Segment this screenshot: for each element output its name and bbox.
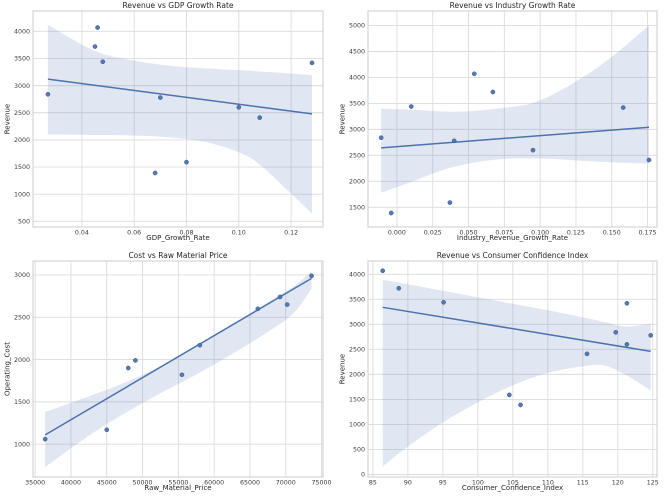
- svg-text:110: 110: [542, 480, 554, 487]
- svg-text:3500: 3500: [349, 296, 365, 303]
- svg-text:50000: 50000: [133, 480, 153, 487]
- svg-text:1000: 1000: [14, 191, 30, 198]
- svg-text:45000: 45000: [97, 480, 117, 487]
- svg-text:500: 500: [353, 447, 365, 454]
- svg-text:125: 125: [647, 480, 659, 487]
- x-axis-label: Industry_Revenue_Growth_Rate: [456, 234, 569, 242]
- svg-text:0.050: 0.050: [460, 230, 478, 237]
- svg-text:0.08: 0.08: [179, 230, 193, 237]
- svg-text:1000: 1000: [349, 422, 365, 429]
- svg-text:90: 90: [404, 480, 412, 487]
- svg-text:1500: 1500: [349, 397, 365, 404]
- y-axis-label: Revenue: [3, 103, 12, 135]
- svg-text:3000: 3000: [14, 272, 30, 279]
- svg-text:3000: 3000: [349, 127, 365, 134]
- subplot-cost-vs-raw-material-price: 35000 40000 45000 50000 55000 60000 65000 70000…: [0, 250, 335, 500]
- svg-text:2000: 2000: [14, 357, 30, 364]
- svg-text:500: 500: [18, 219, 30, 226]
- chart-title: Cost vs Raw Material Price: [128, 251, 228, 260]
- svg-text:65000: 65000: [240, 480, 260, 487]
- x-axis-label: Raw_Material_Price: [144, 484, 212, 492]
- svg-text:2500: 2500: [349, 153, 365, 160]
- svg-text:2500: 2500: [14, 314, 30, 321]
- x-axis-label: Consumer_Confidence_Index: [461, 484, 564, 492]
- svg-text:0.125: 0.125: [567, 230, 585, 237]
- x-axis-label: GDP_Growth_Rate: [146, 234, 210, 242]
- svg-text:70000: 70000: [276, 480, 296, 487]
- svg-text:100: 100: [472, 480, 484, 487]
- svg-text:0.100: 0.100: [531, 230, 549, 237]
- chart-canvas-revenue-vs-industry: 0.000 0.025 0.050 0.075 0.100 0.125 0.150 0.175…: [349, 10, 658, 237]
- svg-text:1000: 1000: [14, 441, 30, 448]
- svg-text:0.175: 0.175: [639, 230, 657, 237]
- svg-text:2500: 2500: [349, 347, 365, 354]
- svg-text:0.025: 0.025: [424, 230, 442, 237]
- svg-text:3000: 3000: [349, 322, 365, 329]
- svg-text:75000: 75000: [312, 480, 332, 487]
- chart-canvas-revenue-vs-gdp: 0.04 0.06 0.08 0.10 0.12 500 1000 1500 2000 2500 3…: [14, 10, 324, 237]
- svg-text:2000: 2000: [349, 179, 365, 186]
- svg-text:0.04: 0.04: [75, 230, 89, 237]
- svg-text:1500: 1500: [14, 164, 30, 171]
- y-axis-label: Operating_Cost: [3, 341, 12, 397]
- chart-canvas-cost-vs-raw-material: 35000 40000 45000 50000 55000 60000 65000 70000…: [14, 260, 332, 487]
- chart-title: Revenue vs Consumer Confidence Index: [436, 251, 589, 260]
- svg-text:0.12: 0.12: [284, 230, 298, 237]
- svg-text:0.075: 0.075: [495, 230, 513, 237]
- svg-text:0.150: 0.150: [603, 230, 621, 237]
- svg-text:4000: 4000: [349, 75, 365, 82]
- chart-title: Revenue vs GDP Growth Rate: [122, 1, 234, 10]
- svg-text:0.06: 0.06: [127, 230, 141, 237]
- subplot-revenue-vs-consumer-confidence: 85 90 95 100 105 110 115 120 125 0 500 1000 1500 2000…: [335, 250, 669, 500]
- svg-text:2000: 2000: [349, 372, 365, 379]
- svg-text:85: 85: [369, 480, 377, 487]
- svg-text:35000: 35000: [25, 480, 45, 487]
- svg-text:3500: 3500: [349, 101, 365, 108]
- svg-text:4000: 4000: [349, 271, 365, 278]
- svg-text:60000: 60000: [204, 480, 224, 487]
- svg-text:2000: 2000: [14, 137, 30, 144]
- svg-text:40000: 40000: [61, 480, 81, 487]
- svg-text:2500: 2500: [14, 110, 30, 117]
- chart-title: Revenue vs Industry Growth Rate: [449, 1, 576, 10]
- svg-text:5000: 5000: [349, 23, 365, 30]
- subplot-revenue-vs-industry-growth-rate: 0.000 0.025 0.050 0.075 0.100 0.125 0.150 0.175…: [335, 0, 669, 250]
- svg-text:0.10: 0.10: [232, 230, 246, 237]
- svg-text:120: 120: [612, 480, 624, 487]
- chart-canvas-revenue-vs-consumer-confidence: 85 90 95 100 105 110 115 120 125 0 500 1000 1500 2000…: [349, 260, 659, 487]
- svg-text:4500: 4500: [349, 49, 365, 56]
- svg-text:95: 95: [439, 480, 447, 487]
- svg-text:3000: 3000: [14, 83, 30, 90]
- svg-text:115: 115: [577, 480, 589, 487]
- svg-text:0: 0: [361, 472, 365, 479]
- y-axis-label: Revenue: [338, 103, 347, 135]
- svg-text:55000: 55000: [168, 480, 188, 487]
- svg-text:3500: 3500: [14, 56, 30, 63]
- svg-text:1500: 1500: [14, 399, 30, 406]
- svg-text:0.000: 0.000: [388, 230, 406, 237]
- svg-text:1500: 1500: [349, 204, 365, 211]
- svg-text:4000: 4000: [14, 29, 30, 36]
- subplot-revenue-vs-gdp-growth-rate: 0.04 0.06 0.08 0.10 0.12 500 1000 1500 2000 2500 3…: [0, 0, 335, 250]
- y-axis-label: Revenue: [338, 353, 347, 385]
- svg-text:105: 105: [507, 480, 519, 487]
